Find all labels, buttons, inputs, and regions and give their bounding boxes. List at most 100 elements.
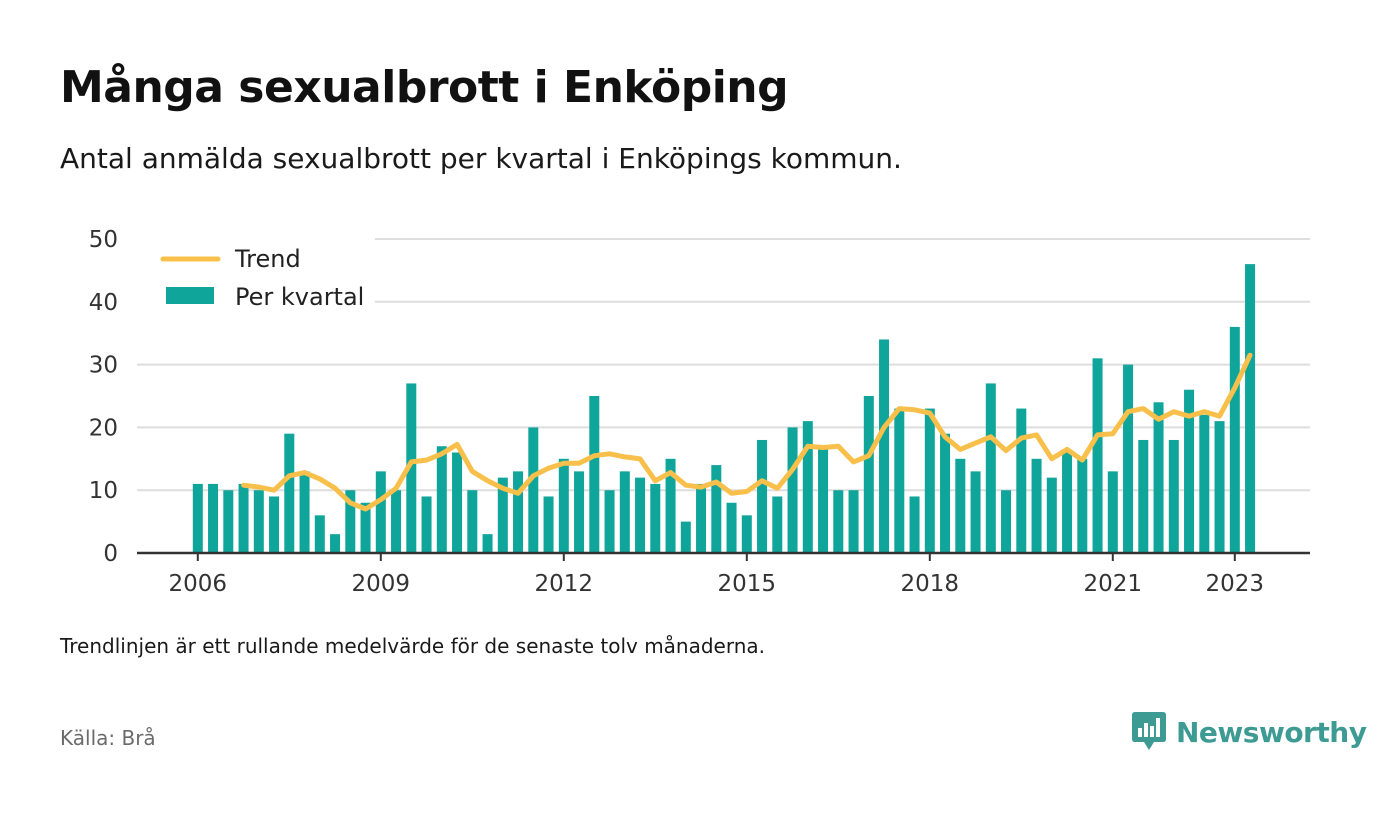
- bar: [1168, 439, 1179, 553]
- bar: [802, 421, 813, 553]
- bar: [345, 490, 356, 553]
- bar: [1001, 490, 1012, 553]
- brand-name: Newsworthy: [1176, 715, 1367, 749]
- bar: [1123, 364, 1134, 553]
- bar: [375, 471, 386, 553]
- bar: [833, 490, 844, 553]
- bar: [757, 439, 768, 553]
- bar: [1107, 471, 1118, 553]
- bar: [985, 383, 996, 553]
- bar: [1138, 439, 1149, 553]
- x-axis-ticks: 2006 2009 2012 2015 2018 2021 2023: [169, 553, 1265, 597]
- bar: [1046, 477, 1057, 553]
- legend-bar-label: Per kvartal: [235, 283, 364, 311]
- bar: [406, 383, 417, 553]
- x-tick-label: 2009: [352, 571, 411, 597]
- bar: [1153, 402, 1164, 553]
- bar: [253, 490, 264, 553]
- y-axis-ticks: 0 10 20 30 40 50: [89, 227, 118, 567]
- bar: [1016, 408, 1027, 553]
- bar: [223, 490, 234, 553]
- bar: [269, 496, 280, 553]
- bar: [436, 446, 447, 553]
- bar: [665, 458, 676, 553]
- bar: [360, 502, 371, 553]
- legend: Trend Per kvartal: [135, 237, 375, 319]
- x-tick-label: 2023: [1206, 571, 1265, 597]
- bar: [467, 490, 478, 553]
- bar: [650, 483, 661, 553]
- y-tick-label: 0: [103, 541, 118, 567]
- x-tick-label: 2021: [1084, 571, 1143, 597]
- bar: [894, 408, 905, 553]
- trend-line: [241, 352, 1253, 512]
- bar: [741, 515, 752, 553]
- y-tick-label: 50: [89, 227, 118, 253]
- bar: [1077, 458, 1088, 553]
- bar: [818, 446, 829, 553]
- bar: [680, 521, 691, 553]
- bar: [330, 534, 341, 553]
- bar-series: [192, 264, 1256, 553]
- bar: [1199, 414, 1210, 553]
- bar: [787, 427, 798, 553]
- x-tick-label: 2018: [901, 571, 960, 597]
- bar: [314, 515, 325, 553]
- chart-note: Trendlinjen är ett rullande medelvärde f…: [60, 634, 766, 658]
- newsworthy-brand[interactable]: Newsworthy: [1132, 712, 1367, 752]
- bar: [696, 483, 707, 553]
- bar: [970, 471, 981, 553]
- bar: [589, 396, 600, 553]
- bar: [299, 471, 310, 553]
- x-tick-label: 2012: [535, 571, 594, 597]
- bar: [1245, 264, 1256, 553]
- bar: [497, 477, 508, 553]
- bar: [1214, 421, 1225, 553]
- bar: [528, 427, 539, 553]
- bar: [238, 483, 249, 553]
- bar: [604, 490, 615, 553]
- chart-title: Många sexualbrott i Enköping: [60, 62, 789, 113]
- chart-area: 0 10 20 30 40 50 2006 2009 2012 2015 2018 2021 2023…: [89, 227, 1310, 597]
- bar: [391, 490, 402, 553]
- bar: [1229, 326, 1240, 553]
- bar: [924, 408, 935, 553]
- bar: [421, 496, 432, 553]
- bar: [879, 339, 890, 553]
- y-tick-label: 40: [89, 290, 118, 316]
- bar: [452, 452, 463, 553]
- bar: [726, 502, 737, 553]
- source-label: Källa: Brå: [60, 726, 156, 750]
- x-tick-label: 2015: [718, 571, 777, 597]
- bar: [955, 458, 966, 553]
- bar: [192, 483, 203, 553]
- bar: [1184, 389, 1195, 553]
- y-tick-label: 10: [89, 478, 118, 504]
- bar: [558, 458, 569, 553]
- bar: [940, 433, 951, 553]
- newsworthy-logo-icon: [1132, 712, 1166, 750]
- legend-bar-swatch: [166, 287, 214, 304]
- x-tick-label: 2006: [169, 571, 228, 597]
- legend-trend-label: Trend: [234, 245, 301, 273]
- chart-subtitle: Antal anmälda sexualbrott per kvartal i …: [60, 142, 902, 175]
- bar: [772, 496, 783, 553]
- bar: [1031, 458, 1042, 553]
- trend-series: [241, 352, 1253, 512]
- bar: [711, 465, 722, 553]
- legend-background: [135, 237, 375, 319]
- bar: [863, 396, 874, 553]
- bar: [513, 471, 524, 553]
- bar: [208, 483, 219, 553]
- bar: [284, 433, 295, 553]
- bar: [482, 534, 493, 553]
- bar: [619, 471, 630, 553]
- bar: [909, 496, 920, 553]
- bar: [635, 477, 646, 553]
- y-tick-label: 30: [89, 353, 118, 379]
- bar: [574, 471, 585, 553]
- bar: [1092, 358, 1103, 553]
- y-tick-label: 20: [89, 415, 118, 441]
- bar: [848, 490, 859, 553]
- bar: [543, 496, 554, 553]
